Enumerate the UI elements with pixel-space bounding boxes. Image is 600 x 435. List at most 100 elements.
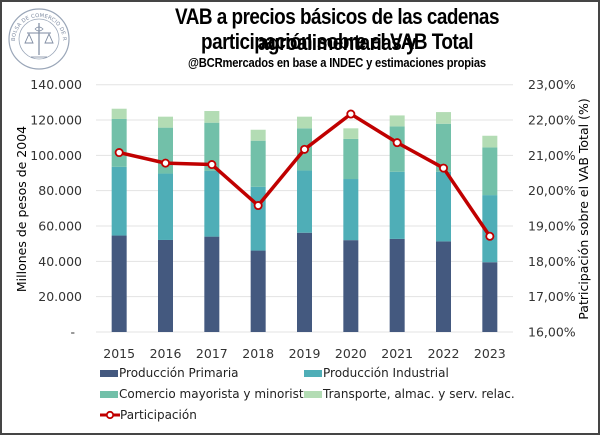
- legend-item-comercio: Comercio mayorista y minorista: [100, 387, 311, 401]
- bars: [111, 108, 498, 332]
- y-axis-right: 16,00% 17,00% 18,00% 19,00% 20,00% 21,00% 22,0…: [528, 77, 576, 339]
- x-tick-label: 2017: [196, 346, 228, 361]
- y2-tick-label: 16,00%: [528, 325, 576, 340]
- bar-segment-transporte: [436, 112, 451, 124]
- bar-segment-transporte: [389, 115, 405, 127]
- legend-label: Transporte, almac. y serv. relac.: [323, 387, 515, 401]
- bar-segment-produccion-primaria: [436, 241, 451, 332]
- chart-title-line2: participación sobre el VAB Total: [201, 29, 473, 54]
- bar-segment-transporte: [158, 116, 173, 128]
- participacion-point: [207, 160, 217, 170]
- bar-segment-comercio: [250, 140, 266, 187]
- y-tick-label: 60.000: [38, 219, 82, 234]
- y2-tick-label: 20,00%: [528, 183, 576, 198]
- bar-segment-produccion-primaria: [389, 238, 405, 332]
- bar-segment-produccion-primaria: [158, 239, 173, 332]
- y2-tick-label: 23,00%: [528, 77, 576, 92]
- y-tick-label: 120.000: [30, 113, 82, 128]
- bcr-logo-icon: BOLSA DE COMERCIO DE ROSARIO: [7, 7, 70, 70]
- bar-segment-transporte: [482, 135, 498, 148]
- y2-tick-label: 17,00%: [528, 289, 576, 304]
- x-tick-label: 2022: [428, 346, 460, 361]
- legend-item-produccion-primaria: Producción Primaria: [100, 366, 239, 380]
- legend-swatch: [304, 369, 322, 377]
- x-tick-label: 2021: [381, 346, 413, 361]
- participacion-point: [346, 109, 356, 119]
- bar-segment-produccion-industrial: [343, 179, 359, 241]
- bar-segment-produccion-industrial: [482, 195, 498, 263]
- bar-stack-2022: [436, 112, 451, 332]
- y-tick-label: 80.000: [38, 183, 82, 198]
- legend-label: Comercio mayorista y minorista: [119, 387, 311, 401]
- y-tick-label: 140.000: [30, 77, 82, 92]
- participacion-point: [392, 138, 402, 148]
- bar-segment-produccion-industrial: [436, 171, 451, 242]
- x-tick-label: 2015: [103, 346, 135, 361]
- bar-segment-transporte: [343, 128, 359, 139]
- bar-stack-2023: [482, 135, 498, 332]
- x-tick-label: 2018: [242, 346, 274, 361]
- bar-segment-produccion-industrial: [158, 173, 173, 240]
- y-axis-title: Millones de pesos de 2004: [14, 126, 29, 292]
- bar-stack-2018: [250, 129, 266, 332]
- y-axis-left: - 20.000 40.000 60.000 80.000 100.000 120.000 1…: [30, 77, 82, 339]
- legend-swatch: [100, 369, 118, 377]
- y-tick-label: 100.000: [30, 148, 82, 163]
- bar-stack-2021: [389, 115, 405, 332]
- participacion-point: [114, 148, 124, 158]
- y-tick-label: 20.000: [38, 289, 82, 304]
- legend-item-participacion: Participación: [100, 408, 197, 422]
- legend-line-marker-icon: [100, 410, 120, 420]
- y2-tick-label: 19,00%: [528, 219, 576, 234]
- bar-segment-produccion-industrial: [297, 170, 312, 233]
- bar-segment-produccion-primaria: [482, 262, 498, 332]
- bar-segment-produccion-primaria: [250, 250, 266, 332]
- y2-tick-label: 21,00%: [528, 148, 576, 163]
- bar-segment-transporte: [297, 116, 312, 129]
- participacion-point: [485, 231, 495, 241]
- x-tick-label: 2019: [289, 346, 321, 361]
- y-tick-label: -: [70, 325, 75, 340]
- bar-segment-produccion-industrial: [389, 171, 405, 239]
- bar-stack-2020: [343, 128, 359, 332]
- legend-label: Producción Primaria: [119, 366, 239, 380]
- bar-segment-transporte: [250, 129, 266, 141]
- legend-item-transporte: Transporte, almac. y serv. relac.: [304, 387, 515, 401]
- participacion-point: [438, 163, 448, 173]
- bar-segment-comercio: [436, 123, 451, 172]
- legend-label: Producción Industrial: [323, 366, 449, 380]
- chart-subtitle: @BCRmercados en base a INDEC y estimacio…: [188, 55, 486, 70]
- bar-segment-comercio: [482, 147, 498, 196]
- legend-item-produccion-industrial: Producción Industrial: [304, 366, 449, 380]
- y-tick-label: 40.000: [38, 254, 82, 269]
- bar-segment-comercio: [204, 122, 220, 171]
- x-tick-label: 2016: [150, 346, 182, 361]
- bar-segment-comercio: [111, 118, 127, 167]
- bar-segment-comercio: [343, 138, 359, 180]
- bar-segment-transporte: [111, 108, 127, 119]
- x-axis: 2015 2016 2017 2018 2019 2020 2021 2022 2023: [103, 346, 505, 361]
- chart-title-line1: VAB a precios básicos de las cadenas agr…: [175, 4, 499, 55]
- bar-segment-produccion-primaria: [297, 232, 312, 332]
- legend-swatch: [304, 390, 322, 398]
- x-tick-label: 2023: [474, 346, 506, 361]
- bar-segment-produccion-primaria: [204, 236, 220, 332]
- bar-segment-produccion-industrial: [250, 186, 266, 251]
- bar-stack-2017: [204, 111, 220, 332]
- y2-axis-title: Patricipación sobre el VAB Total (%): [576, 98, 591, 319]
- bar-segment-produccion-primaria: [343, 240, 359, 332]
- y2-tick-label: 22,00%: [528, 113, 576, 128]
- bar-segment-comercio: [389, 126, 405, 172]
- bar-segment-produccion-industrial: [204, 170, 220, 237]
- participacion-point: [299, 144, 309, 154]
- legend-swatch: [100, 390, 118, 398]
- bar-segment-produccion-industrial: [111, 166, 127, 236]
- bar-stack-2016: [158, 116, 173, 332]
- bar-segment-produccion-primaria: [111, 235, 127, 332]
- participacion-line-group: [114, 109, 495, 241]
- bar-stack-2015: [111, 108, 127, 332]
- legend-label: Participación: [120, 408, 197, 422]
- bar-segment-transporte: [204, 111, 220, 123]
